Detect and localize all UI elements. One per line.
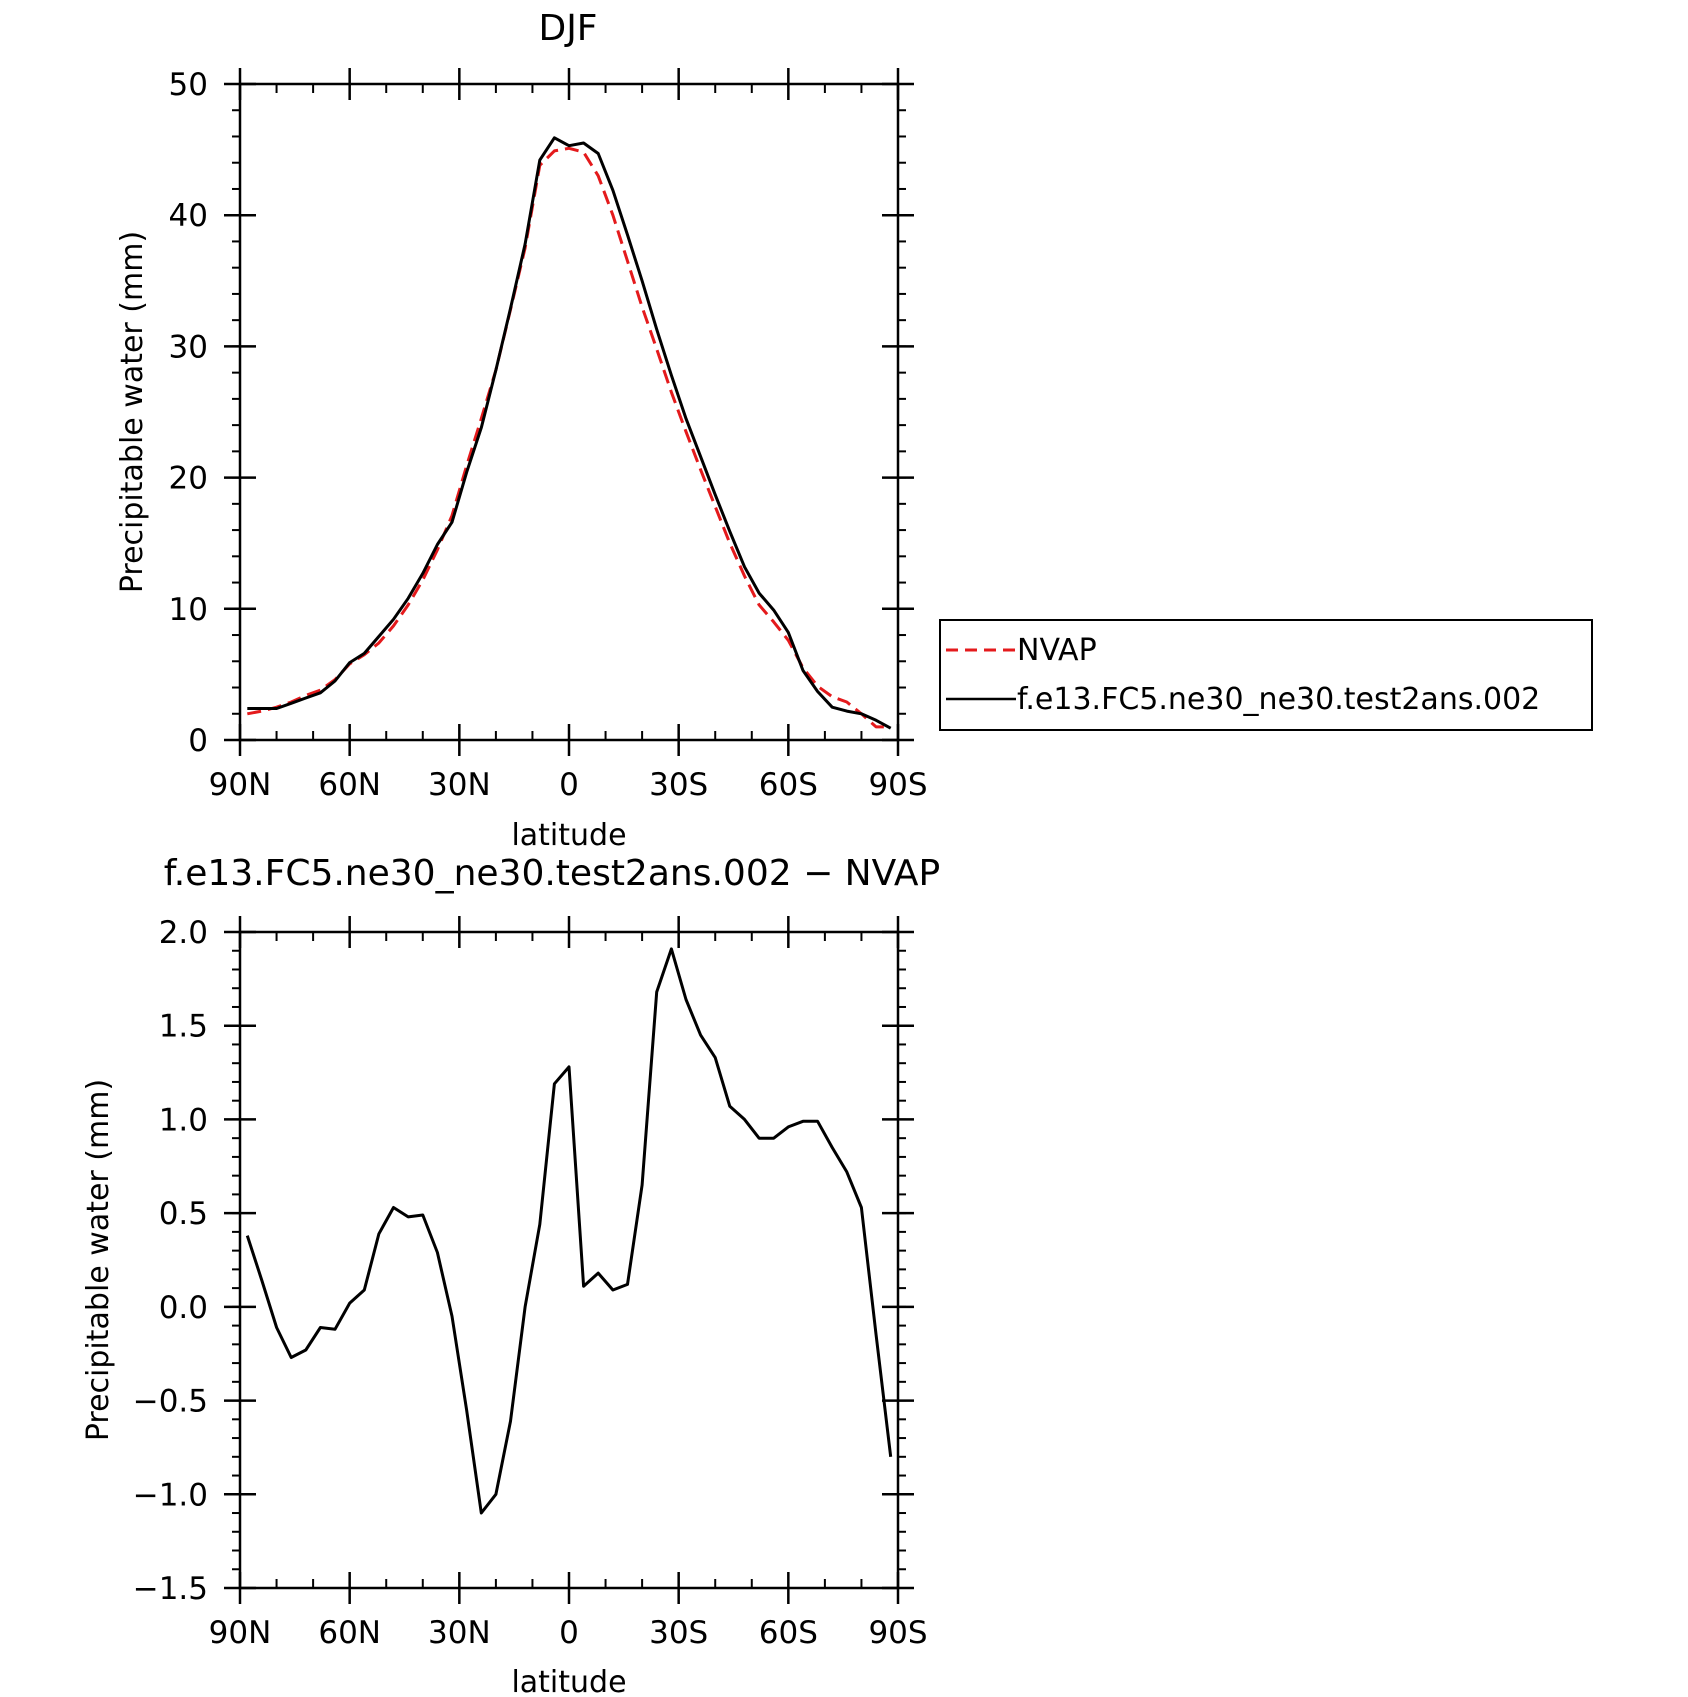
y-tick-label: 10 bbox=[169, 592, 208, 628]
x-tick-label: 30N bbox=[428, 767, 491, 803]
y-tick-label: 0.5 bbox=[159, 1196, 208, 1232]
x-tick-label: 30N bbox=[428, 1615, 491, 1651]
bottom-ticks bbox=[224, 916, 914, 1604]
legend: NVAP f.e13.FC5.ne30_ne30.test2ans.002 bbox=[939, 619, 1593, 731]
bottom-tick-labels: 90N 60N 30N 0 30S 60S 90S −1.5 −1.0 −0.5 0.0 0.5 1.0… bbox=[133, 915, 928, 1651]
legend-box bbox=[939, 619, 1593, 731]
bottom-series-line-difference bbox=[245, 947, 893, 1515]
x-tick-label: 90N bbox=[209, 767, 272, 803]
top-tick-labels: 90N 60N 30N 0 30S 60S 90S 0 10 20 30 40 50 bbox=[169, 67, 928, 803]
top-series-line-f-e13-fc5-ne30-ne30-test2ans-002 bbox=[247, 136, 892, 730]
y-tick-label: 2.0 bbox=[159, 915, 208, 951]
y-tick-label: 1.5 bbox=[159, 1009, 208, 1045]
x-tick-label: 60S bbox=[759, 767, 818, 803]
bottom-series-group bbox=[245, 947, 893, 1515]
legend-label-nvap: NVAP bbox=[1017, 633, 1097, 668]
bottom-y-axis-label: Precipitable water (mm) bbox=[81, 1079, 116, 1441]
y-tick-label: 50 bbox=[169, 67, 208, 103]
y-tick-label: 0 bbox=[188, 723, 208, 759]
bottom-chart-title: f.e13.FC5.ne30_ne30.test2ans.002 − NVAP bbox=[164, 853, 941, 894]
x-tick-label: 90S bbox=[868, 767, 927, 803]
x-tick-label: 60S bbox=[759, 1615, 818, 1651]
y-tick-label: 40 bbox=[169, 198, 208, 234]
x-tick-label: 30S bbox=[649, 767, 708, 803]
x-tick-label: 30S bbox=[649, 1615, 708, 1651]
y-tick-label: 20 bbox=[169, 461, 208, 497]
top-ticks bbox=[224, 68, 914, 756]
top-y-axis-label: Precipitable water (mm) bbox=[115, 231, 150, 593]
bottom-x-axis-label: latitude bbox=[511, 1665, 626, 1697]
top-series-group bbox=[247, 136, 892, 730]
x-tick-label: 60N bbox=[318, 767, 381, 803]
top-plot-frame bbox=[238, 82, 900, 742]
x-tick-label: 0 bbox=[559, 1615, 579, 1651]
x-tick-label: 60N bbox=[318, 1615, 381, 1651]
legend-label-model: f.e13.FC5.ne30_ne30.test2ans.002 bbox=[1017, 682, 1540, 717]
y-tick-label: 30 bbox=[169, 329, 208, 365]
bottom-panel: f.e13.FC5.ne30_ne30.test2ans.002 − NVAP … bbox=[81, 853, 940, 1697]
y-tick-label: −1.5 bbox=[133, 1571, 208, 1607]
x-tick-label: 90N bbox=[209, 1615, 272, 1651]
y-tick-label: −1.0 bbox=[133, 1477, 208, 1513]
x-tick-label: 0 bbox=[559, 767, 579, 803]
bottom-plot-frame bbox=[238, 930, 900, 1590]
x-tick-label: 90S bbox=[868, 1615, 927, 1651]
y-tick-label: 0.0 bbox=[159, 1290, 208, 1326]
top-chart-title: DJF bbox=[538, 8, 597, 49]
top-panel: DJF 90N 60N 30N 0 30S 60S 90S 0 10 20 30 40 50 latit… bbox=[115, 8, 928, 853]
y-tick-label: 1.0 bbox=[159, 1102, 208, 1138]
top-series-line-nvap bbox=[247, 146, 891, 729]
y-tick-label: −0.5 bbox=[133, 1384, 208, 1420]
top-x-axis-label: latitude bbox=[511, 818, 626, 853]
